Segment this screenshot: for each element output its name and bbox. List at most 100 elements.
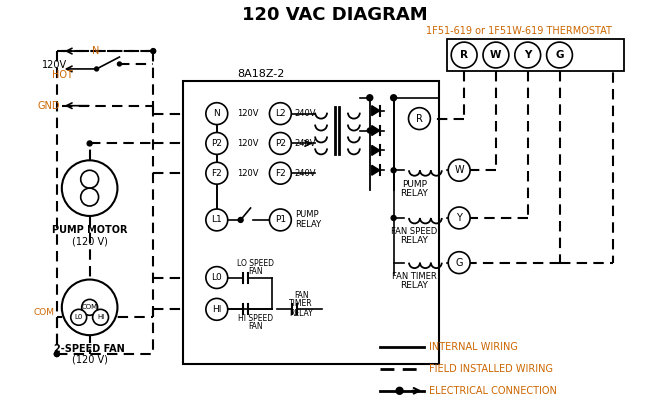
Text: N: N (92, 46, 99, 56)
Text: L2: L2 (275, 109, 285, 118)
Text: ELECTRICAL CONNECTION: ELECTRICAL CONNECTION (429, 386, 557, 396)
Circle shape (206, 209, 228, 231)
Circle shape (54, 352, 60, 357)
FancyBboxPatch shape (448, 39, 624, 71)
Circle shape (448, 252, 470, 274)
Text: HOT: HOT (52, 70, 73, 80)
Circle shape (269, 209, 291, 231)
Text: 120V: 120V (42, 60, 67, 70)
Text: HI: HI (212, 305, 222, 314)
Text: RELAY: RELAY (401, 236, 428, 245)
Text: PUMP: PUMP (295, 210, 319, 220)
Text: RELAY: RELAY (295, 220, 322, 229)
Text: PUMP: PUMP (402, 180, 427, 189)
Text: FIELD INSTALLED WIRING: FIELD INSTALLED WIRING (429, 364, 553, 374)
Text: Y: Y (524, 50, 531, 60)
Circle shape (92, 309, 109, 325)
Circle shape (206, 298, 228, 320)
Text: (120 V): (120 V) (72, 237, 108, 247)
Circle shape (71, 309, 86, 325)
Circle shape (206, 266, 228, 288)
Text: HI SPEED: HI SPEED (238, 314, 273, 323)
Circle shape (238, 217, 243, 222)
Polygon shape (372, 165, 380, 175)
Text: FAN: FAN (248, 267, 263, 276)
Text: 120V: 120V (237, 139, 258, 148)
Circle shape (448, 207, 470, 229)
Circle shape (547, 42, 572, 68)
Circle shape (62, 160, 117, 216)
Text: L1: L1 (212, 215, 222, 225)
Text: P2: P2 (275, 139, 286, 148)
Text: G: G (456, 258, 463, 268)
Circle shape (396, 387, 403, 394)
Circle shape (515, 42, 541, 68)
Circle shape (391, 215, 396, 220)
Circle shape (206, 132, 228, 154)
Circle shape (94, 67, 98, 71)
Circle shape (54, 352, 60, 357)
Text: P1: P1 (275, 215, 286, 225)
Polygon shape (372, 106, 380, 116)
Circle shape (269, 132, 291, 154)
Text: R: R (416, 114, 423, 124)
Text: 8A18Z-2: 8A18Z-2 (237, 69, 284, 79)
Text: 240V: 240V (294, 139, 316, 148)
Circle shape (451, 42, 477, 68)
Circle shape (62, 279, 117, 335)
Text: LO SPEED: LO SPEED (237, 259, 274, 268)
Circle shape (391, 168, 396, 173)
Text: 1F51-619 or 1F51W-619 THERMOSTAT: 1F51-619 or 1F51W-619 THERMOSTAT (426, 26, 612, 36)
Circle shape (409, 108, 430, 129)
Text: 120V: 120V (237, 169, 258, 178)
Circle shape (80, 170, 98, 188)
Text: FAN: FAN (248, 322, 263, 331)
Text: RELAY: RELAY (289, 309, 313, 318)
Text: F2: F2 (275, 169, 285, 178)
Circle shape (80, 188, 98, 206)
Text: FAN TIMER: FAN TIMER (392, 272, 437, 281)
Polygon shape (372, 145, 380, 155)
Text: TIMER: TIMER (289, 299, 313, 308)
Text: P2: P2 (211, 139, 222, 148)
Circle shape (206, 103, 228, 124)
Circle shape (269, 103, 291, 124)
Circle shape (87, 141, 92, 146)
Text: W: W (490, 50, 502, 60)
Text: N: N (214, 109, 220, 118)
Text: 240V: 240V (294, 169, 316, 178)
Text: L0: L0 (212, 273, 222, 282)
Text: L0: L0 (74, 314, 83, 320)
Circle shape (483, 42, 509, 68)
Text: FAN SPEED: FAN SPEED (391, 228, 438, 236)
FancyBboxPatch shape (183, 81, 440, 364)
Circle shape (117, 62, 121, 66)
Text: FAN: FAN (294, 291, 309, 300)
Text: W: W (454, 165, 464, 175)
Text: HI: HI (97, 314, 105, 320)
Text: G: G (555, 50, 563, 60)
Polygon shape (372, 126, 380, 135)
Text: COM: COM (34, 308, 55, 317)
Circle shape (448, 159, 470, 181)
Text: PUMP MOTOR: PUMP MOTOR (52, 225, 127, 235)
Text: (120 V): (120 V) (72, 355, 108, 365)
Text: 240V: 240V (294, 109, 316, 118)
Circle shape (367, 128, 373, 133)
Text: GND: GND (38, 101, 60, 111)
Text: R: R (460, 50, 468, 60)
Circle shape (151, 49, 155, 54)
Text: 2-SPEED FAN: 2-SPEED FAN (54, 344, 125, 354)
Text: INTERNAL WIRING: INTERNAL WIRING (429, 342, 519, 352)
Circle shape (391, 95, 397, 101)
Text: RELAY: RELAY (401, 281, 428, 290)
Text: 120 VAC DIAGRAM: 120 VAC DIAGRAM (242, 6, 428, 24)
Text: F2: F2 (212, 169, 222, 178)
Text: RELAY: RELAY (401, 189, 428, 198)
Circle shape (82, 300, 98, 315)
Circle shape (269, 162, 291, 184)
Circle shape (366, 95, 373, 101)
Text: COM: COM (82, 304, 98, 310)
Circle shape (206, 162, 228, 184)
Text: Y: Y (456, 213, 462, 223)
